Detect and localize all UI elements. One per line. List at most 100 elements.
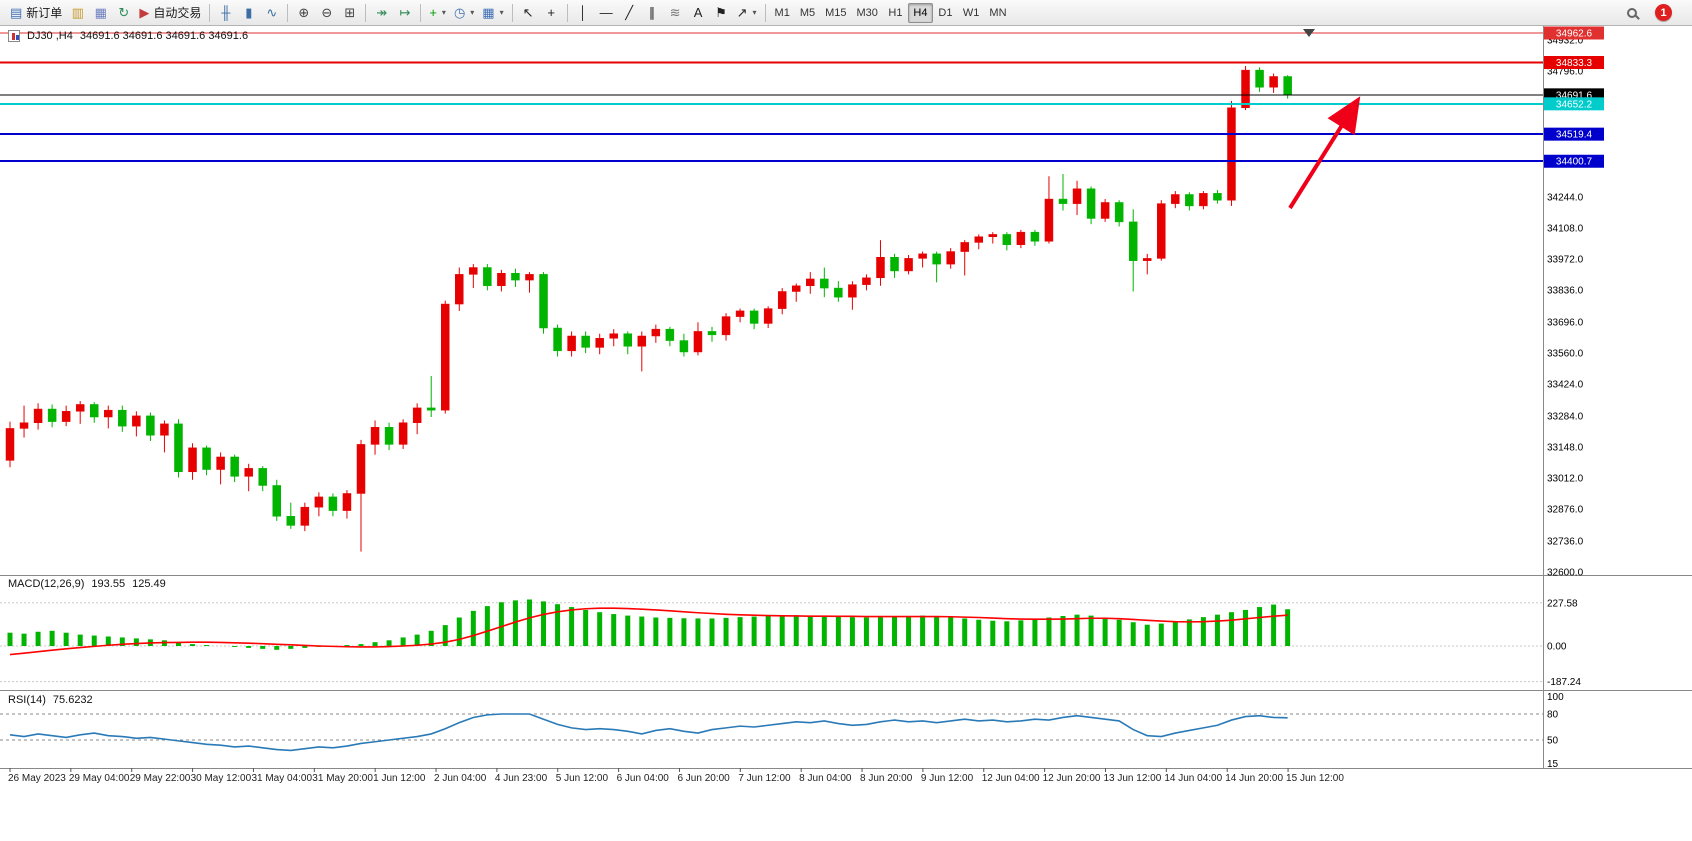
zoom-in-icon: ⊕ xyxy=(298,5,310,20)
search-icon xyxy=(1626,7,1637,18)
svg-text:8 Jun 04:00: 8 Jun 04:00 xyxy=(799,773,852,784)
autotrading-button[interactable]: ▶ 自动交易 xyxy=(135,2,205,24)
arrows-button[interactable]: ↗ ▾ xyxy=(733,2,761,24)
toolbar-separator xyxy=(566,3,568,22)
periods-button[interactable]: ◷ ▾ xyxy=(450,2,478,24)
trend-arrow-annotation[interactable] xyxy=(1288,96,1361,210)
new-order-button[interactable]: ▤ 新订单 xyxy=(6,2,66,24)
panel-frame xyxy=(0,26,1692,769)
horizontal-line-34652.2[interactable]: 34652.2 xyxy=(0,97,1604,111)
horizontal-line-34833.3[interactable]: 34833.3 xyxy=(0,56,1604,70)
zoom-in-button[interactable]: ⊕ xyxy=(292,2,315,24)
svg-text:33012.0: 33012.0 xyxy=(1547,474,1584,485)
toolbar-separator xyxy=(764,3,766,22)
svg-text:14 Jun 20:00: 14 Jun 20:00 xyxy=(1225,773,1283,784)
macd-name: MACD(12,26,9) xyxy=(8,578,85,590)
auto-scroll-button[interactable]: ↠ xyxy=(370,2,393,24)
candlestick-chart-button[interactable]: ▮ xyxy=(237,2,260,24)
dropdown-caret-icon[interactable]: ▾ xyxy=(470,8,475,17)
horizontal-line-button[interactable]: — xyxy=(595,2,618,24)
crosshair-button[interactable]: + xyxy=(540,2,563,24)
price-axis: 34932.0 34796.0 34244.0 34108.0 33972.0 33836… xyxy=(1547,35,1584,578)
chart-shift-button[interactable]: ↦ xyxy=(393,2,416,24)
channel-icon: ∥ xyxy=(648,5,656,20)
dropdown-caret-icon[interactable]: ▾ xyxy=(752,8,757,17)
new-order-button-label: 新订单 xyxy=(26,6,63,20)
tile-windows-icon: ⊞ xyxy=(344,5,356,20)
time-axis: 26 May 2023 29 May 04:00 29 May 22:00 30 Ma… xyxy=(8,768,1344,784)
horizontal-line-34400.7[interactable]: 34400.7 xyxy=(0,154,1604,168)
dropdown-caret-icon[interactable]: ▾ xyxy=(441,8,446,17)
chart-shift-marker[interactable] xyxy=(1303,29,1315,37)
toolbar-separator xyxy=(420,3,422,22)
svg-text:32876.0: 32876.0 xyxy=(1547,505,1584,516)
dropdown-caret-icon[interactable]: ▾ xyxy=(499,8,504,17)
bars-icon: ╫ xyxy=(221,5,231,20)
toolbar-separator xyxy=(209,3,211,22)
svg-text:34108.0: 34108.0 xyxy=(1547,224,1584,235)
autotrading-icon: ▶ xyxy=(139,5,150,20)
text-button[interactable]: A xyxy=(687,2,710,24)
cursor-icon: ↖ xyxy=(522,5,534,20)
trendline-button[interactable]: ╱ xyxy=(618,2,641,24)
horizontal-line-34962.6[interactable]: 34962.6 xyxy=(0,26,1604,40)
templates-icon: ▦ xyxy=(482,5,495,20)
toolbar: ▤ 新订单 ▥ ▦ ↻ ▶ 自动交易 ╫ ▮ ∿ ⊕ ⊖ ⊞ ↠ ↦ + ▾ ◷ ▾ ▦ ▾ ↖ + │ — ╱ ∥ ≋ A ⚑ ↗ ▾ M1 M… xyxy=(0,0,1692,26)
timeframe-m5-button[interactable]: M5 xyxy=(799,6,816,19)
svg-text:-187.24: -187.24 xyxy=(1547,677,1581,688)
timeframe-h1-button[interactable]: H1 xyxy=(888,6,903,19)
crosshair-icon: + xyxy=(547,5,555,20)
svg-text:1 Jun 12:00: 1 Jun 12:00 xyxy=(373,773,426,784)
svg-text:5 Jun 12:00: 5 Jun 12:00 xyxy=(556,773,609,784)
horizontal-line-34691.6[interactable]: 34691.6 xyxy=(0,88,1604,102)
line-chart-button[interactable]: ∿ xyxy=(260,2,283,24)
svg-text:14 Jun 04:00: 14 Jun 04:00 xyxy=(1164,773,1222,784)
templates-button[interactable]: ▦ ▾ xyxy=(478,2,507,24)
zoom-out-icon: ⊖ xyxy=(321,5,333,20)
bar-chart-button[interactable]: ╫ xyxy=(214,2,237,24)
rsi-name: RSI(14) xyxy=(8,694,46,706)
new-chart-button[interactable]: ▥ xyxy=(66,2,89,24)
tile-windows-button[interactable]: ⊞ xyxy=(338,2,361,24)
profiles-button[interactable]: ▦ xyxy=(89,2,112,24)
chart-window-icon xyxy=(8,30,20,42)
timeframe-m1-button[interactable]: M1 xyxy=(774,6,790,19)
chart-header: DJ30 ,H4 34691.6 34691.6 34691.6 34691.6 xyxy=(8,30,248,42)
svg-text:32600.0: 32600.0 xyxy=(1547,568,1584,579)
cursor-button[interactable]: ↖ xyxy=(517,2,540,24)
zoom-out-button[interactable]: ⊖ xyxy=(315,2,338,24)
svg-text:2 Jun 04:00: 2 Jun 04:00 xyxy=(434,773,487,784)
timeframe-w1-button[interactable]: W1 xyxy=(962,6,980,19)
fibonacci-button[interactable]: ≋ xyxy=(664,2,687,24)
toolbar-separator xyxy=(365,3,367,22)
vertical-line-button[interactable]: │ xyxy=(572,2,595,24)
notification-badge[interactable]: 1 xyxy=(1655,4,1672,21)
svg-text:33148.0: 33148.0 xyxy=(1547,443,1584,454)
svg-text:33696.0: 33696.0 xyxy=(1547,318,1584,329)
svg-text:31 May 04:00: 31 May 04:00 xyxy=(251,773,312,784)
svg-text:33424.0: 33424.0 xyxy=(1547,380,1584,391)
svg-text:12 Jun 04:00: 12 Jun 04:00 xyxy=(982,773,1040,784)
svg-text:34244.0: 34244.0 xyxy=(1547,193,1584,204)
horizontal-line-34519.4[interactable]: 34519.4 xyxy=(0,127,1604,141)
refresh-button[interactable]: ↻ xyxy=(112,2,135,24)
channel-button[interactable]: ∥ xyxy=(641,2,664,24)
svg-text:32736.0: 32736.0 xyxy=(1547,537,1584,548)
timeframe-mn-button[interactable]: MN xyxy=(989,6,1007,19)
svg-text:34796.0: 34796.0 xyxy=(1547,67,1584,78)
timeframe-m30-button[interactable]: M30 xyxy=(856,6,878,19)
timeframe-m15-button[interactable]: M15 xyxy=(825,6,847,19)
text-label-icon: ⚑ xyxy=(715,5,727,20)
timeframe-h4-button[interactable]: H4 xyxy=(907,2,933,23)
indicators-button[interactable]: + ▾ xyxy=(425,2,450,24)
search-button[interactable] xyxy=(1622,2,1645,24)
text-label-button[interactable]: ⚑ xyxy=(710,2,733,24)
timeframe-d1-button[interactable]: D1 xyxy=(938,6,953,19)
svg-text:34833.3: 34833.3 xyxy=(1556,58,1593,69)
svg-text:4 Jun 23:00: 4 Jun 23:00 xyxy=(495,773,548,784)
clock-icon: ◷ xyxy=(453,5,466,20)
svg-text:15: 15 xyxy=(1547,759,1559,770)
auto-scroll-icon: ↠ xyxy=(376,5,388,20)
